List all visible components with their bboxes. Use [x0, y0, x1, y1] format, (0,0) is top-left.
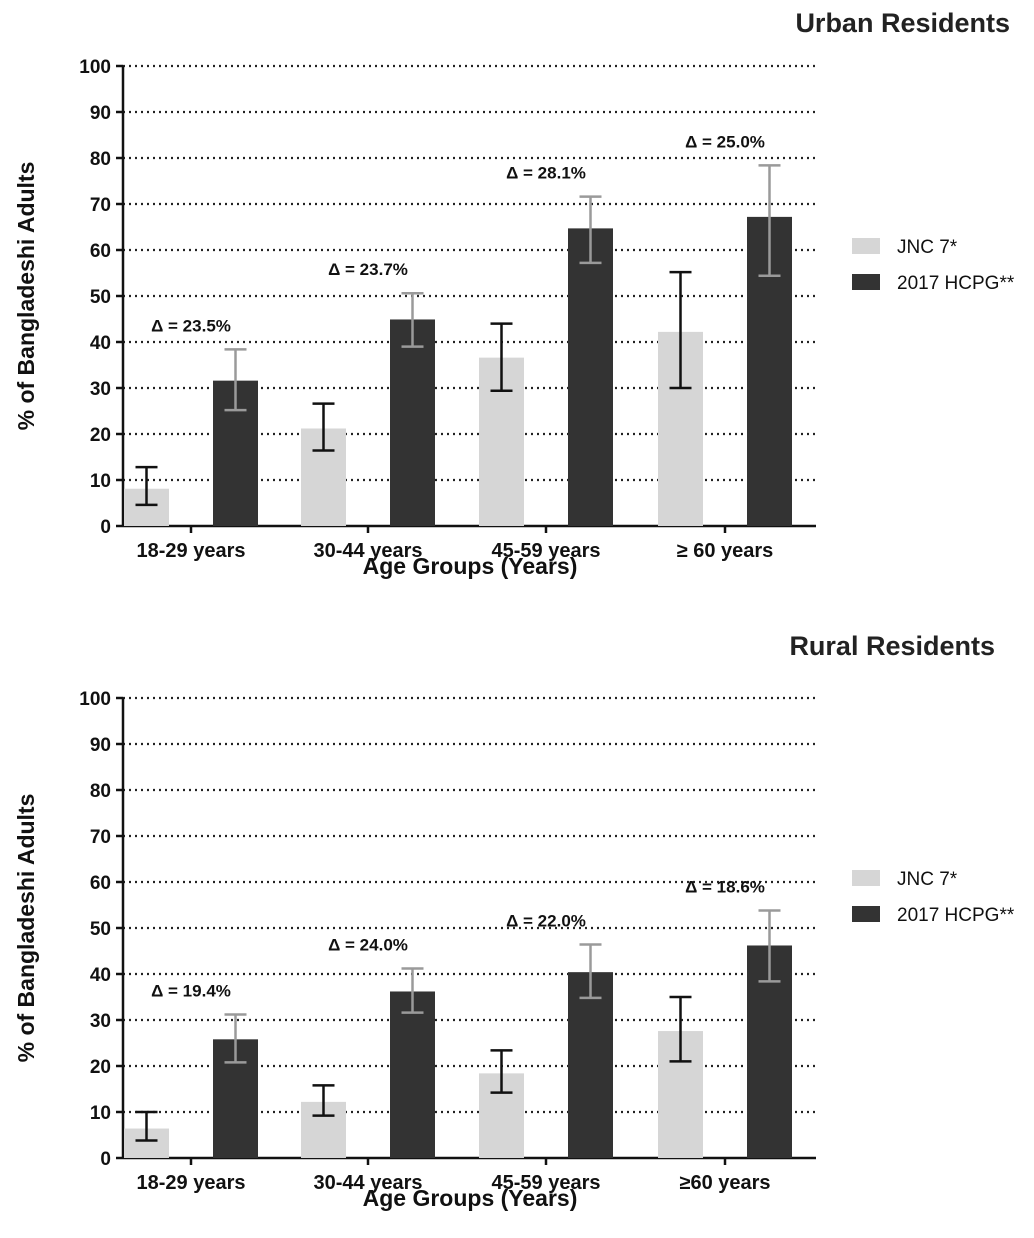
- y-axis-label: % of Bangladeshi Adults: [13, 794, 39, 1063]
- y-tick-label: 70: [90, 827, 111, 848]
- y-tick-label: 90: [90, 735, 111, 756]
- chart-panel-1: Urban Residents 0 10 20 30 40 50 60 70 80 90 100 Δ =…: [13, 8, 1015, 579]
- delta-annotation: Δ = 25.0%: [685, 132, 765, 151]
- legend-swatch: [852, 238, 880, 254]
- delta-annotation: Δ = 28.1%: [506, 164, 586, 183]
- y-tick-label: 0: [100, 1149, 111, 1170]
- y-tick-label: 50: [90, 919, 111, 940]
- bar-hcpg-2: [390, 991, 435, 1158]
- delta-annotation: Δ = 24.0%: [328, 935, 408, 954]
- delta-annotation: Δ = 18.6%: [685, 878, 765, 897]
- x-tick-label: ≥60 years: [679, 1172, 770, 1194]
- x-tick-label: 30-44 years: [314, 540, 423, 562]
- error-bar-jnc7-3: [490, 322, 513, 393]
- y-tick-label: 100: [79, 57, 111, 78]
- y-tick-label: 40: [90, 965, 111, 986]
- y-tick-label: 100: [79, 689, 111, 710]
- bar-hcpg-3: [568, 972, 613, 1158]
- error-bar-hcpg-1: [224, 348, 247, 412]
- x-tick-label: ≥ 60 years: [677, 540, 774, 562]
- delta-annotation: Δ = 23.7%: [328, 260, 408, 279]
- error-bar-hcpg-3: [579, 943, 602, 1000]
- legend-label: JNC 7*: [897, 237, 958, 258]
- error-bar-jnc7-1: [135, 1110, 158, 1142]
- bar-hcpg-2: [390, 319, 435, 526]
- delta-annotation: Δ = 22.0%: [506, 912, 586, 931]
- y-tick-label: 20: [90, 425, 111, 446]
- y-tick-label: 30: [90, 379, 111, 400]
- legend: JNC 7* 2017 HCPG**: [852, 237, 1015, 294]
- y-tick-label: 50: [90, 287, 111, 308]
- legend-swatch: [852, 870, 880, 886]
- y-tick-label: 40: [90, 333, 111, 354]
- error-bar-jnc7-2: [312, 1084, 335, 1117]
- x-tick-label: 45-59 years: [492, 1172, 601, 1194]
- x-tick-label: 18-29 years: [137, 1172, 246, 1194]
- error-bar-hcpg-2: [401, 291, 424, 348]
- y-tick-label: 10: [90, 1103, 111, 1124]
- y-tick-label: 0: [100, 517, 111, 538]
- y-tick-label: 80: [90, 149, 111, 170]
- x-tick-label: 45-59 years: [492, 540, 601, 562]
- delta-annotation: Δ = 23.5%: [151, 316, 231, 335]
- x-axis-label: Age Groups (Years): [363, 553, 578, 579]
- error-bar-hcpg-3: [579, 195, 602, 265]
- error-bar-hcpg-2: [401, 967, 424, 1014]
- legend-swatch: [852, 906, 880, 922]
- x-tick-label: 18-29 years: [137, 540, 246, 562]
- y-tick-label: 80: [90, 781, 111, 802]
- error-bar-jnc7-2: [312, 402, 335, 452]
- error-bar-hcpg-4: [758, 164, 781, 278]
- y-tick-label: 60: [90, 873, 111, 894]
- y-tick-label: 10: [90, 471, 111, 492]
- y-tick-label: 90: [90, 103, 111, 124]
- error-bar-hcpg-4: [758, 909, 781, 983]
- chart-panel-2: Rural Residents 0 10 20 30 40 50 60 70 80 90 100 Δ =…: [13, 631, 1015, 1211]
- legend-label: JNC 7*: [897, 869, 958, 890]
- y-tick-label: 20: [90, 1057, 111, 1078]
- delta-annotation: Δ = 19.4%: [151, 981, 231, 1000]
- error-bar-jnc7-4: [669, 270, 692, 390]
- y-tick-label: 60: [90, 241, 111, 262]
- error-bar-jnc7-4: [669, 995, 692, 1063]
- x-tick-label: 30-44 years: [314, 1172, 423, 1194]
- legend-label: 2017 HCPG**: [897, 273, 1015, 294]
- error-bar-jnc7-3: [490, 1049, 513, 1094]
- y-axis-label: % of Bangladeshi Adults: [13, 162, 39, 431]
- chart-title: Urban Residents: [795, 8, 1010, 38]
- legend-label: 2017 HCPG**: [897, 905, 1015, 926]
- y-tick-label: 70: [90, 195, 111, 216]
- legend: JNC 7* 2017 HCPG**: [852, 869, 1015, 926]
- error-bar-jnc7-1: [135, 465, 158, 507]
- bar-hcpg-3: [568, 228, 613, 526]
- x-axis-label: Age Groups (Years): [363, 1185, 578, 1211]
- y-tick-label: 30: [90, 1011, 111, 1032]
- chart-title: Rural Residents: [789, 631, 995, 661]
- error-bar-hcpg-1: [224, 1013, 247, 1064]
- legend-swatch: [852, 274, 880, 290]
